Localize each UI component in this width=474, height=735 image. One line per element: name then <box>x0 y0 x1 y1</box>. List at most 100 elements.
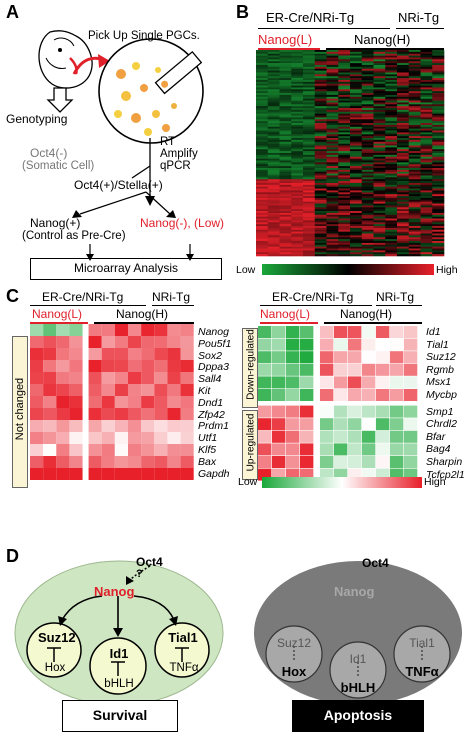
heatmap-cell <box>279 179 292 182</box>
heatmap-cell <box>373 244 386 247</box>
heatmap-cell <box>43 372 57 384</box>
heatmap-cell <box>373 175 386 178</box>
heatmap-cell <box>373 100 386 103</box>
heatmap-cell <box>420 214 433 217</box>
gene-label: Kit <box>198 385 211 397</box>
heatmap-cell <box>69 456 83 468</box>
heatmap-cell <box>361 254 374 257</box>
heatmap-cell <box>303 222 316 225</box>
heatmap-cell <box>338 136 351 139</box>
heatmap-cell <box>314 154 327 158</box>
heatmap-cell <box>256 134 269 137</box>
heatmap-cell <box>432 151 445 154</box>
heatmap-cell <box>101 384 115 396</box>
heatmap-cell <box>88 336 102 348</box>
heatmap-cell <box>420 83 433 86</box>
heatmap-cell <box>338 111 351 114</box>
heatmap-cell <box>333 351 348 364</box>
heatmap-cell <box>432 141 445 144</box>
heatmap-cell <box>373 226 386 229</box>
heatmap-cell <box>373 87 386 90</box>
heatmap-cell <box>303 209 316 212</box>
heatmap-cell <box>397 239 410 242</box>
heatmap-cell <box>338 109 351 113</box>
heatmap-cell <box>299 443 314 456</box>
heatmap-cell <box>319 443 334 456</box>
heatmap-cell <box>385 57 398 60</box>
c-left-l-line <box>30 322 88 324</box>
heatmap-cell <box>256 250 269 253</box>
heatmap-cell <box>350 188 363 191</box>
heatmap-cell <box>326 205 339 208</box>
heatmap-cell <box>314 117 327 120</box>
heatmap-cell <box>385 128 398 131</box>
heatmap-cell <box>373 182 386 186</box>
heatmap-cell <box>350 85 363 88</box>
heatmap-cell <box>397 79 410 83</box>
heatmap-cell <box>314 244 327 247</box>
heatmap-cell <box>326 128 339 131</box>
heatmap-cell <box>88 348 102 360</box>
heatmap-cell <box>373 76 386 79</box>
heatmap-cell <box>361 181 374 184</box>
heatmap-cell <box>338 124 351 128</box>
heatmap-cell <box>350 70 363 73</box>
heatmap-cell <box>267 98 280 101</box>
heatmap-cell <box>385 93 398 96</box>
heatmap-cell <box>303 239 316 242</box>
heatmap-cell <box>432 145 445 148</box>
heatmap-cell <box>420 224 433 227</box>
heatmap-cell <box>256 181 269 184</box>
heatmap-cell <box>385 111 398 114</box>
heatmap-cell <box>350 111 363 114</box>
heatmap-cell <box>101 432 115 444</box>
heatmap-cell <box>373 108 386 111</box>
heatmap-cell <box>408 211 421 214</box>
heatmap-cell <box>291 66 304 70</box>
heatmap-cell <box>397 109 410 113</box>
heatmap-cell <box>326 108 339 111</box>
heatmap-cell <box>361 164 374 167</box>
heatmap-cell <box>350 179 363 182</box>
heatmap-cell <box>326 68 339 71</box>
heatmap-cell <box>373 85 386 88</box>
heatmap-cell <box>361 222 374 225</box>
heatmap-cell <box>314 169 327 173</box>
heatmap-cell <box>69 396 83 408</box>
heatmap-cell <box>338 224 351 227</box>
microarray-box: Microarray Analysis <box>30 258 222 280</box>
heatmap-cell <box>291 145 304 148</box>
heatmap-cell <box>88 396 102 408</box>
heatmap-cell <box>256 201 269 204</box>
heatmap-cell <box>256 162 269 165</box>
heatmap-cell <box>397 250 410 253</box>
heatmap-cell <box>408 81 421 85</box>
heatmap-cell <box>279 226 292 229</box>
heatmap-cell <box>350 164 363 167</box>
heatmap-cell <box>373 188 386 191</box>
heatmap-cell <box>408 181 421 184</box>
heatmap-cell <box>361 141 374 144</box>
heatmap-cell <box>375 389 390 401</box>
heatmap-cell <box>397 138 410 141</box>
d-left-question: ? <box>136 568 143 580</box>
heatmap-cell <box>303 199 316 202</box>
heatmap-cell <box>279 113 292 116</box>
heatmap-cell <box>303 192 316 195</box>
heatmap-cell <box>397 242 410 246</box>
heatmap-cell <box>314 115 327 118</box>
heatmap-cell <box>314 55 327 58</box>
heatmap-cell <box>271 430 286 443</box>
heatmap-cell <box>361 182 374 186</box>
heatmap-cell <box>350 246 363 249</box>
heatmap-cell <box>408 171 421 174</box>
heatmap-cell <box>291 61 304 64</box>
heatmap-cell <box>101 444 115 456</box>
split-arrows <box>72 191 176 218</box>
gene-label: Utf1 <box>198 432 218 445</box>
heatmap-cell <box>420 182 433 186</box>
heatmap-cell <box>326 156 339 159</box>
heatmap-cell <box>350 57 363 60</box>
heatmap-cell <box>314 138 327 141</box>
heatmap-cell <box>385 227 398 231</box>
